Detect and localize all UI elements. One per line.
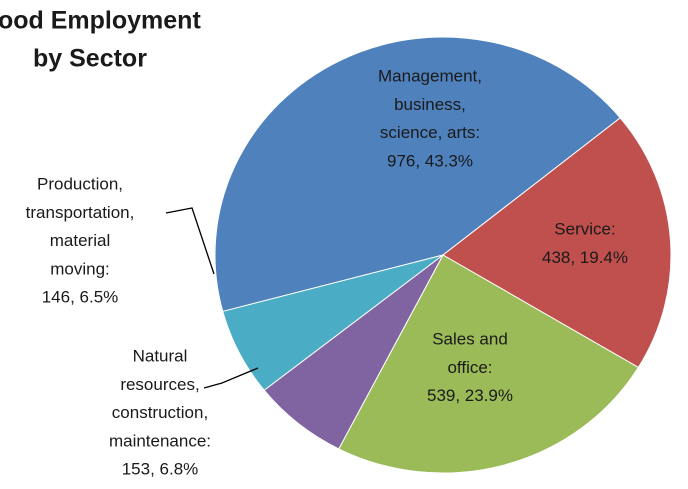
data-label: resources,	[120, 375, 199, 394]
data-label: 438, 19.4%	[542, 248, 628, 267]
chart-title: by Sector	[33, 45, 147, 73]
data-label: business,	[394, 95, 466, 114]
data-label: 976, 43.3%	[387, 151, 473, 170]
data-label: Production,	[37, 174, 123, 193]
data-label: Service:	[554, 219, 615, 238]
data-label: material	[50, 231, 110, 250]
data-label: maintenance:	[109, 431, 211, 450]
data-label: 146, 6.5%	[42, 288, 119, 307]
data-label: construction,	[112, 403, 208, 422]
pie-slice	[442, 117, 672, 369]
pie-slice	[214, 36, 621, 313]
data-label: transportation,	[26, 203, 135, 222]
pie-slice	[222, 254, 444, 391]
data-label: office:	[447, 358, 492, 377]
chart-title: ood Employment	[0, 7, 201, 35]
pie-slice	[338, 254, 640, 474]
data-label: 153, 6.8%	[122, 460, 199, 479]
data-label: 539, 23.9%	[427, 386, 513, 405]
data-label: Sales and	[432, 329, 508, 348]
data-label: Management,	[378, 66, 482, 85]
leader-line	[203, 367, 259, 389]
leader-line	[165, 207, 215, 275]
data-label: moving:	[50, 259, 110, 278]
data-label: Natural	[133, 346, 188, 365]
data-label: science, arts:	[380, 123, 480, 142]
